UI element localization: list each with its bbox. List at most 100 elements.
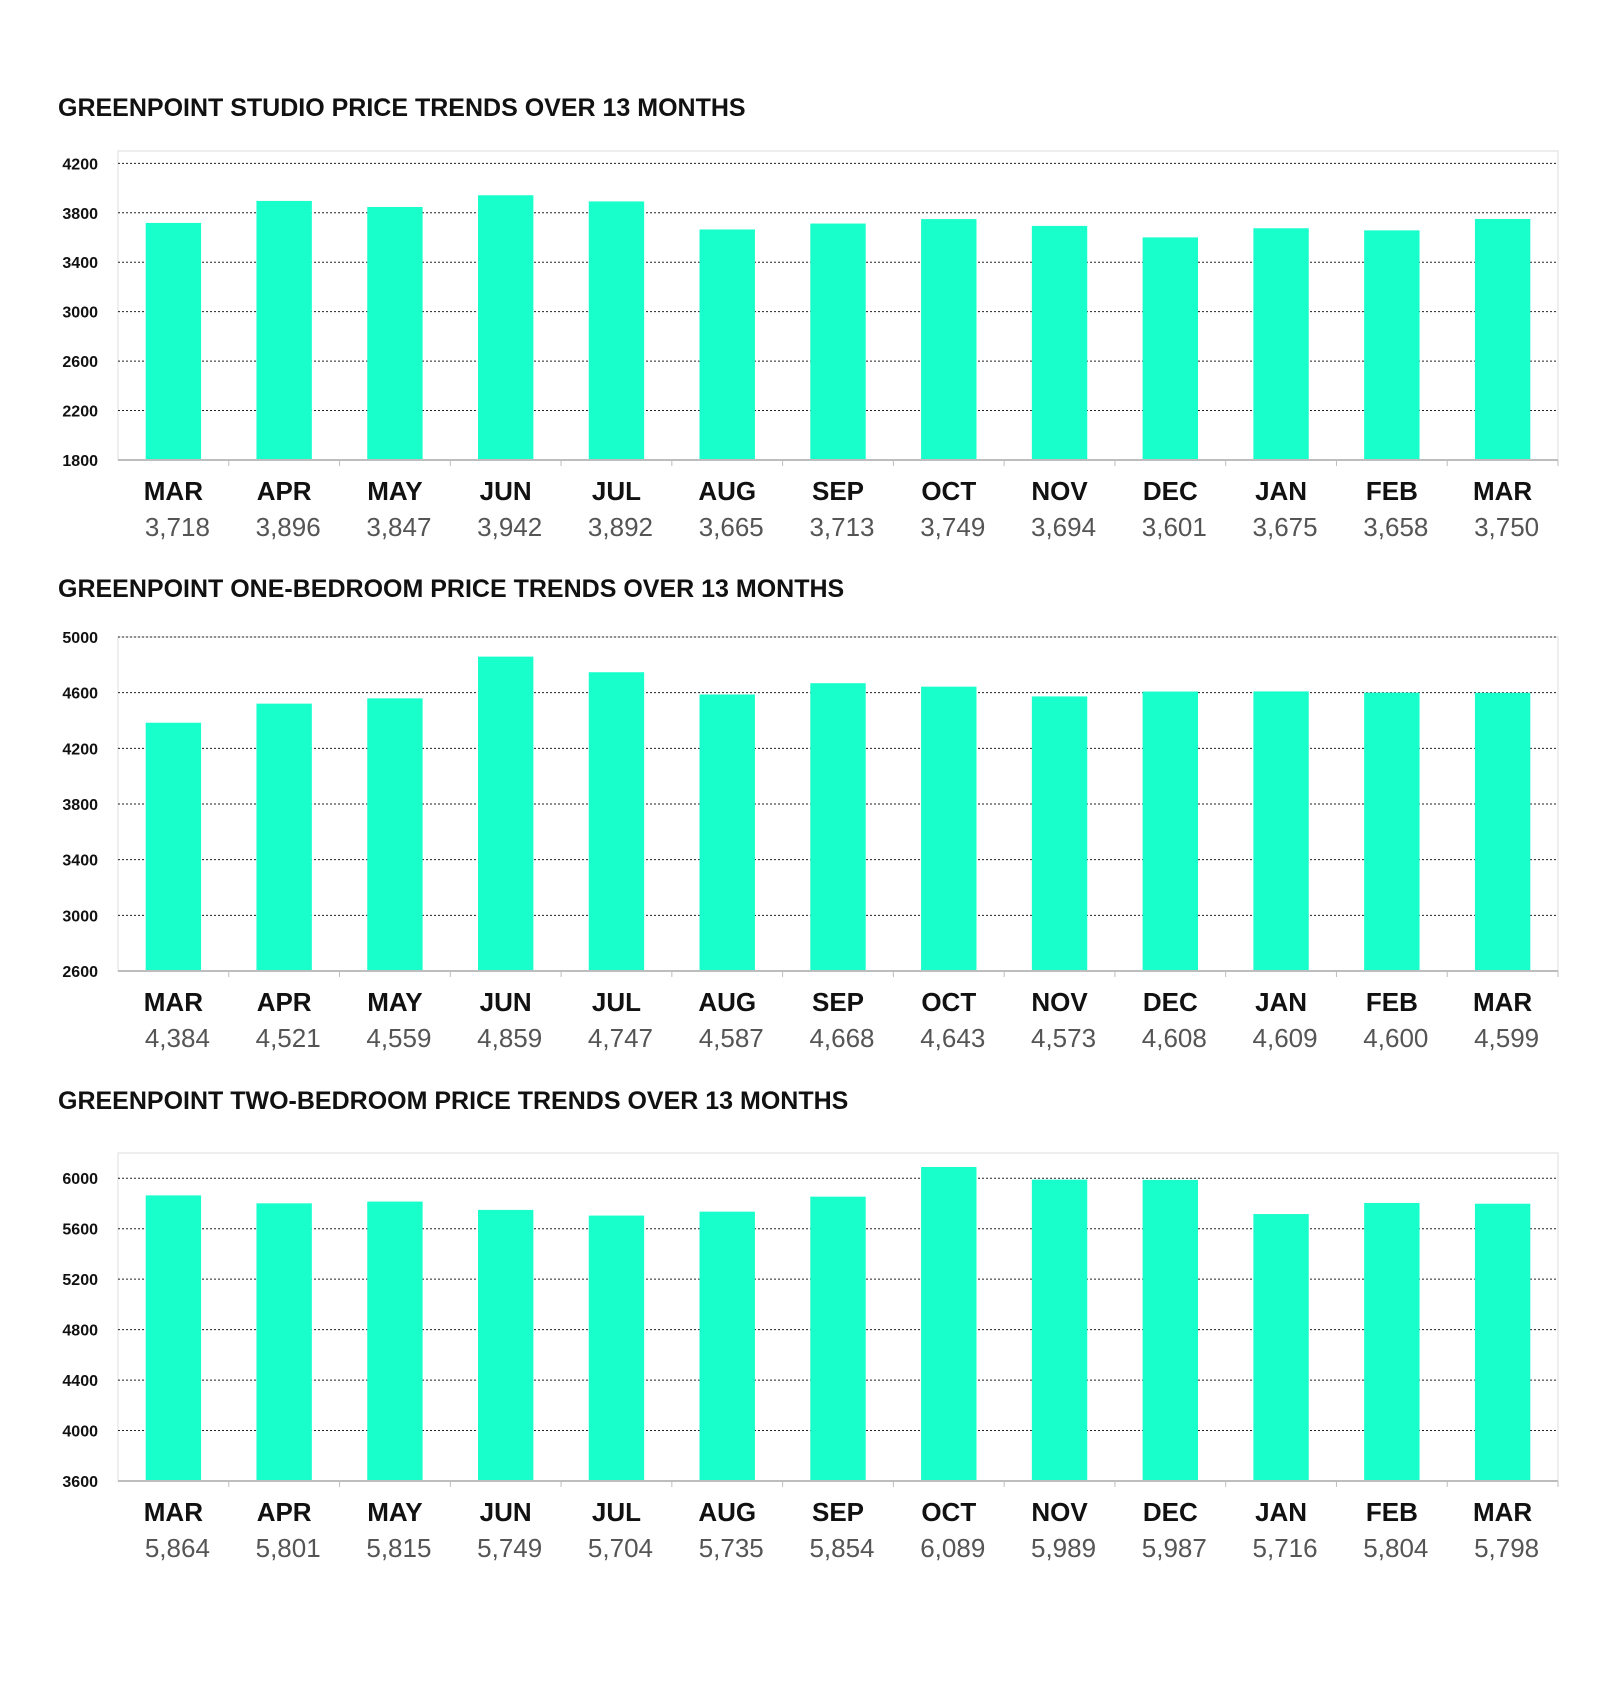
- value-label: 3,665: [699, 512, 764, 542]
- bar: [588, 201, 645, 460]
- value-label: 4,573: [1031, 1023, 1096, 1053]
- y-tick-label: 3400: [62, 853, 98, 870]
- value-label: 4,599: [1474, 1023, 1539, 1053]
- bar: [1364, 1202, 1420, 1481]
- bar: [1031, 1179, 1088, 1481]
- bar: [256, 703, 312, 971]
- x-category-label: MAR: [1473, 1497, 1532, 1527]
- bar: [588, 1215, 645, 1481]
- bar: [1031, 696, 1088, 971]
- bar: [1253, 228, 1309, 460]
- value-label: 3,713: [809, 512, 874, 542]
- x-category-label: AUG: [698, 476, 756, 506]
- y-tick-label: 4800: [62, 1323, 98, 1340]
- x-category-label: JUL: [592, 476, 641, 506]
- chart-2: GREENPOINT ONE-BEDROOM PRICE TRENDS OVER…: [58, 575, 1559, 1053]
- x-category-label: AUG: [698, 1497, 756, 1527]
- bar: [145, 722, 202, 971]
- x-category-label: APR: [257, 476, 312, 506]
- x-category-label: MAY: [367, 1497, 422, 1527]
- bar: [921, 219, 977, 460]
- x-category-label: NOV: [1031, 1497, 1088, 1527]
- value-label: 4,609: [1253, 1023, 1318, 1053]
- y-tick-label: 4600: [62, 686, 98, 703]
- bar: [1364, 230, 1420, 460]
- bar: [921, 686, 977, 971]
- bar: [145, 1195, 202, 1481]
- bar: [145, 222, 202, 460]
- bar: [699, 1211, 755, 1481]
- chart-title: GREENPOINT ONE-BEDROOM PRICE TRENDS OVER…: [58, 575, 844, 603]
- x-category-label: JUN: [480, 987, 532, 1017]
- x-category-label: APR: [257, 987, 312, 1017]
- x-category-label: JAN: [1255, 1497, 1307, 1527]
- bar: [367, 1201, 423, 1481]
- x-category-label: NOV: [1031, 987, 1088, 1017]
- value-label: 5,815: [366, 1533, 431, 1563]
- bar: [1474, 1203, 1531, 1481]
- y-tick-label: 5600: [62, 1222, 98, 1239]
- bar: [1031, 225, 1088, 460]
- y-tick-label: 2600: [62, 354, 98, 371]
- x-category-label: FEB: [1366, 987, 1418, 1017]
- y-tick-label: 3400: [62, 255, 98, 272]
- x-category-label: MAR: [144, 1497, 203, 1527]
- x-category-label: MAR: [1473, 987, 1532, 1017]
- x-category-label: SEP: [812, 987, 864, 1017]
- x-category-label: JUL: [592, 1497, 641, 1527]
- bar: [256, 1203, 312, 1481]
- x-category-label: OCT: [921, 1497, 976, 1527]
- value-label: 3,675: [1253, 512, 1318, 542]
- bar: [1142, 1179, 1198, 1481]
- x-category-label: AUG: [698, 987, 756, 1017]
- x-category-label: NOV: [1031, 476, 1088, 506]
- bar: [810, 683, 866, 971]
- value-label: 4,521: [256, 1023, 321, 1053]
- y-tick-label: 3800: [62, 206, 98, 223]
- x-category-label: SEP: [812, 476, 864, 506]
- bar: [1142, 691, 1198, 971]
- y-tick-label: 4200: [62, 156, 98, 173]
- x-category-label: MAR: [144, 476, 203, 506]
- bar: [256, 200, 312, 461]
- value-label: 3,601: [1142, 512, 1207, 542]
- value-label: 4,643: [920, 1023, 985, 1053]
- x-category-label: JUN: [480, 1497, 532, 1527]
- bar: [810, 223, 866, 460]
- chart-1: GREENPOINT STUDIO PRICE TRENDS OVER 13 M…: [58, 94, 1559, 542]
- value-label: 5,804: [1363, 1533, 1428, 1563]
- x-category-label: FEB: [1366, 476, 1418, 506]
- bar: [921, 1167, 977, 1481]
- x-category-label: OCT: [921, 987, 976, 1017]
- bar: [1474, 692, 1531, 971]
- x-category-label: DEC: [1143, 987, 1198, 1017]
- x-category-label: MAY: [367, 476, 422, 506]
- bar: [478, 656, 534, 971]
- bar: [478, 195, 534, 461]
- x-category-label: JAN: [1255, 987, 1307, 1017]
- bar: [1253, 691, 1309, 971]
- value-label: 5,987: [1142, 1533, 1207, 1563]
- x-category-label: APR: [257, 1497, 312, 1527]
- chart-3: GREENPOINT TWO-BEDROOM PRICE TRENDS OVER…: [58, 1087, 1559, 1563]
- chart-title: GREENPOINT STUDIO PRICE TRENDS OVER 13 M…: [58, 94, 746, 122]
- value-label: 5,854: [809, 1533, 874, 1563]
- x-category-label: FEB: [1366, 1497, 1418, 1527]
- value-label: 6,089: [920, 1533, 985, 1563]
- value-label: 5,704: [588, 1533, 653, 1563]
- value-label: 4,384: [145, 1023, 210, 1053]
- value-label: 3,892: [588, 512, 653, 542]
- value-label: 5,989: [1031, 1533, 1096, 1563]
- y-tick-label: 4000: [62, 1424, 98, 1441]
- value-label: 5,735: [699, 1533, 764, 1563]
- y-tick-label: 2600: [62, 964, 98, 981]
- value-label: 4,587: [699, 1023, 764, 1053]
- value-label: 5,798: [1474, 1533, 1539, 1563]
- bar: [367, 206, 423, 460]
- x-category-label: MAR: [144, 987, 203, 1017]
- x-category-label: DEC: [1143, 1497, 1198, 1527]
- bar: [699, 694, 755, 971]
- y-tick-label: 4200: [62, 741, 98, 758]
- x-category-label: JUL: [592, 987, 641, 1017]
